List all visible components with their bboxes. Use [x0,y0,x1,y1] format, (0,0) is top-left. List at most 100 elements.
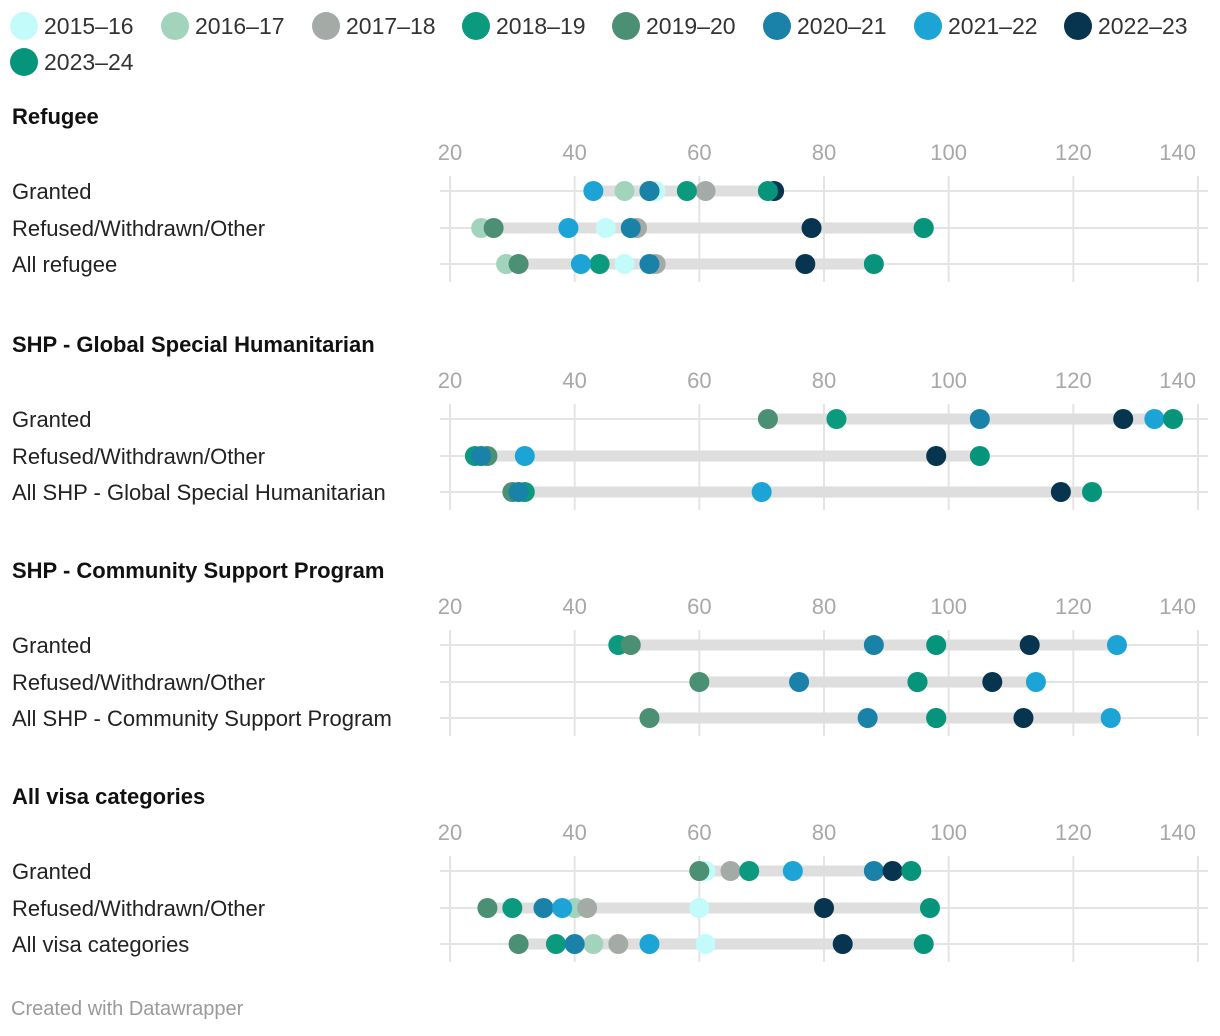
data-point[interactable] [545,934,566,954]
data-point[interactable] [969,409,990,429]
data-point[interactable] [969,446,990,466]
data-point[interactable] [589,254,610,274]
data-point[interactable] [926,708,947,728]
data-point[interactable] [570,254,591,274]
chart-group: SHP - Community Support Program 20 40 60 80 1… [12,558,1208,736]
data-point[interactable] [751,482,772,502]
x-tick-label: 140 [1159,820,1196,845]
data-point[interactable] [614,181,635,201]
data-point[interactable] [639,254,660,274]
data-point[interactable] [1100,708,1121,728]
data-point[interactable] [608,934,629,954]
data-point[interactable] [1113,409,1134,429]
row-label: Refused/Withdrawn/Other [12,670,265,695]
data-point[interactable] [913,934,934,954]
data-point[interactable] [814,898,834,918]
data-point[interactable] [1082,482,1103,502]
legend-label: 2016–17 [195,13,285,39]
data-point[interactable] [508,254,529,274]
x-tick-label: 40 [562,820,586,845]
data-point[interactable] [564,934,585,954]
data-point[interactable] [863,635,884,655]
data-point[interactable] [583,934,604,954]
data-point[interactable] [514,446,535,466]
data-point[interactable] [695,934,716,954]
data-point[interactable] [471,446,492,466]
data-point[interactable] [552,898,573,918]
data-point[interactable] [907,672,928,692]
data-point[interactable] [926,446,947,466]
data-point[interactable] [477,898,498,918]
data-point[interactable] [676,181,697,201]
chart-row: Refused/Withdrawn/Other [12,216,1208,241]
legend-item[interactable]: 2022–23 [1064,12,1188,40]
legend-item[interactable]: 2015–16 [10,12,134,40]
data-point[interactable] [639,181,660,201]
x-tick-label: 140 [1159,140,1196,165]
x-tick-label: 120 [1055,820,1092,845]
data-point[interactable] [620,218,641,238]
data-point[interactable] [782,861,803,881]
row-label: All SHP - Global Special Humanitarian [12,480,386,505]
data-point[interactable] [1013,708,1034,728]
data-point[interactable] [926,635,947,655]
data-point[interactable] [801,218,822,238]
data-point[interactable] [720,861,741,881]
data-point[interactable] [832,934,853,954]
data-point[interactable] [863,254,884,274]
data-point[interactable] [620,635,641,655]
footer-credit[interactable]: Created with Datawrapper [11,998,244,1020]
data-point[interactable] [614,254,635,274]
data-point[interactable] [1050,482,1071,502]
legend-item[interactable]: 2016–17 [161,12,285,40]
data-point[interactable] [982,672,1003,692]
data-point[interactable] [577,898,598,918]
data-point[interactable] [863,861,884,881]
data-point[interactable] [882,861,903,881]
data-point[interactable] [502,898,523,918]
data-point[interactable] [595,218,616,238]
data-point[interactable] [1019,635,1040,655]
legend: 2015–16 2016–17 2017–18 2018–19 2019–20 2020–… [10,12,1188,76]
data-point[interactable] [558,218,579,238]
x-tick-label: 20 [438,820,462,845]
legend-item[interactable]: 2018–19 [462,12,586,40]
data-point[interactable] [795,254,816,274]
data-point[interactable] [913,218,934,238]
data-point[interactable] [757,409,778,429]
data-point[interactable] [695,181,716,201]
data-point[interactable] [639,934,660,954]
data-point[interactable] [583,181,604,201]
data-point[interactable] [689,672,710,692]
data-point[interactable] [1144,409,1165,429]
data-point[interactable] [826,409,847,429]
x-tick-label: 120 [1055,140,1092,165]
data-point[interactable] [533,898,554,918]
data-point[interactable] [508,934,529,954]
x-tick-label: 100 [930,594,967,619]
data-point[interactable] [1106,635,1127,655]
row-label: Granted [12,179,92,204]
legend-swatch [612,12,640,40]
data-point[interactable] [639,708,660,728]
data-point[interactable] [1163,409,1184,429]
data-point[interactable] [757,181,778,201]
legend-item[interactable]: 2020–21 [763,12,887,40]
group-title: SHP - Community Support Program [12,558,384,583]
data-point[interactable] [919,898,940,918]
legend-item[interactable]: 2019–20 [612,12,736,40]
legend-swatch [914,12,942,40]
data-point[interactable] [689,898,710,918]
legend-item[interactable]: 2017–18 [312,12,436,40]
data-point[interactable] [901,861,922,881]
chart-row: Refused/Withdrawn/Other [12,896,1208,921]
data-point[interactable] [508,482,529,502]
data-point[interactable] [789,672,810,692]
legend-item[interactable]: 2023–24 [10,48,134,76]
legend-item[interactable]: 2021–22 [914,12,1038,40]
data-point[interactable] [483,218,504,238]
data-point[interactable] [739,861,760,881]
data-point[interactable] [1025,672,1046,692]
data-point[interactable] [857,708,878,728]
data-point[interactable] [689,861,710,881]
